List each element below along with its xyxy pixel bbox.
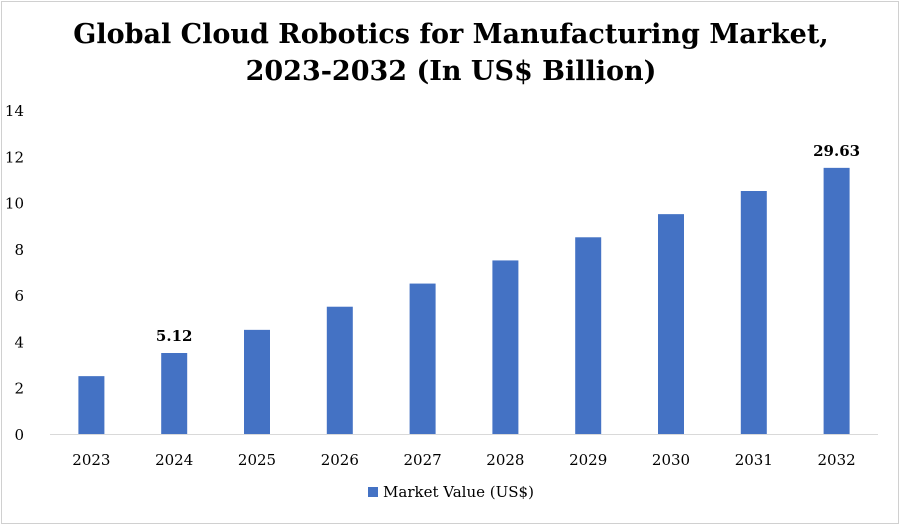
bar-2026[interactable]	[326, 306, 353, 434]
legend-item-market-value[interactable]: Market Value (US$)	[368, 483, 534, 501]
chart-title: Global Cloud Robotics for Manufacturing …	[0, 16, 902, 90]
y-tick-label: 14	[5, 102, 24, 120]
x-tick-label: 2027	[404, 451, 442, 469]
y-tick-label: 4	[14, 333, 24, 351]
bar-2024[interactable]	[161, 353, 188, 434]
chart-title-line-2: 2023-2032 (In US$ Billion)	[245, 56, 657, 87]
bar-2029[interactable]	[575, 237, 602, 434]
y-tick-label: 12	[5, 148, 24, 166]
bar-2032[interactable]	[823, 167, 850, 434]
x-tick-label: 2032	[818, 451, 856, 469]
y-tick-label: 6	[14, 287, 24, 305]
x-tick-label: 2029	[569, 451, 607, 469]
x-tick-label: 2025	[238, 451, 276, 469]
legend-label: Market Value (US$)	[383, 483, 534, 501]
y-tick-label: 8	[14, 241, 24, 259]
chart-title-line-1: Global Cloud Robotics for Manufacturing …	[73, 19, 829, 50]
y-tick-label: 2	[14, 380, 24, 398]
x-tick-label: 2031	[735, 451, 773, 469]
x-tick-label: 2030	[652, 451, 690, 469]
x-tick-label: 2026	[321, 451, 359, 469]
data-label-2024: 5.12	[156, 327, 193, 345]
bar-2023[interactable]	[78, 376, 105, 434]
bar-2028[interactable]	[492, 260, 519, 434]
x-tick-label: 2024	[155, 451, 193, 469]
bar-2031[interactable]	[740, 191, 767, 434]
bar-2027[interactable]	[409, 283, 436, 434]
data-label-2032: 29.63	[813, 142, 860, 160]
y-tick-label: 0	[14, 426, 24, 444]
legend-swatch	[368, 487, 379, 497]
x-tick-label: 2028	[486, 451, 524, 469]
legend: Market Value (US$)	[0, 483, 902, 501]
x-tick-label: 2023	[72, 451, 110, 469]
y-tick-label: 10	[5, 195, 24, 213]
bar-2025[interactable]	[244, 329, 270, 434]
bar-2030[interactable]	[658, 214, 684, 434]
